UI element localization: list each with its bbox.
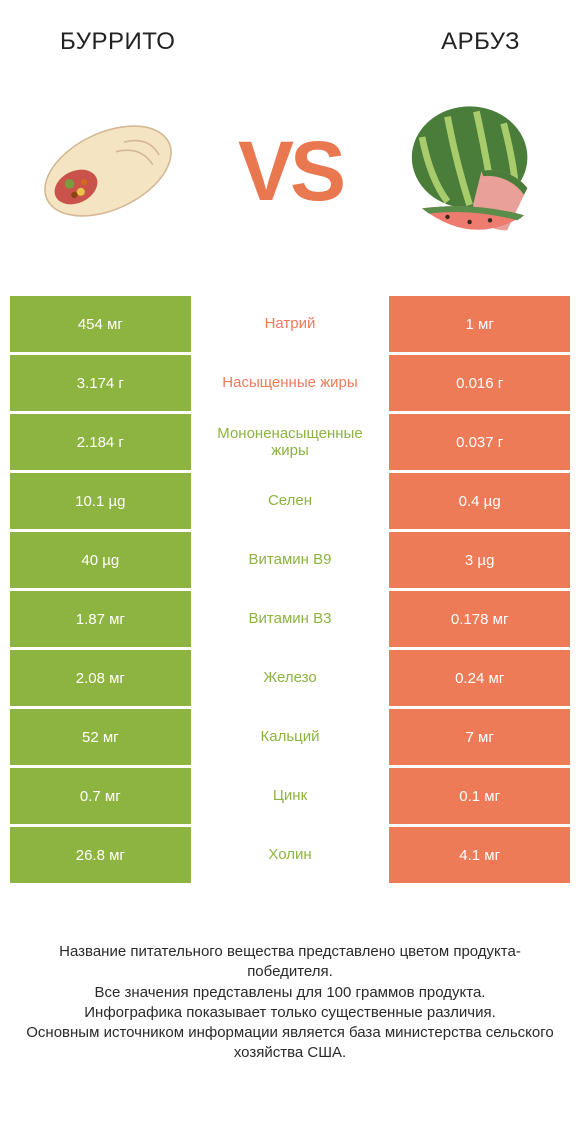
- right-value: 0.24 мг: [389, 650, 570, 706]
- right-value: 0.178 мг: [389, 591, 570, 647]
- nutrient-label: Кальций: [191, 709, 390, 765]
- header: БУРРИТО АРБУЗ: [0, 0, 580, 66]
- right-value: 3 µg: [389, 532, 570, 588]
- footer-notes: Название питательного вещества представл…: [0, 886, 580, 1064]
- images-row: VS: [0, 66, 580, 296]
- table-row: 26.8 мгХолин4.1 мг: [10, 827, 570, 883]
- right-value: 0.4 µg: [389, 473, 570, 529]
- table-row: 2.08 мгЖелезо0.24 мг: [10, 650, 570, 706]
- table-row: 1.87 мгВитамин B30.178 мг: [10, 591, 570, 647]
- left-value: 10.1 µg: [10, 473, 191, 529]
- right-value: 4.1 мг: [389, 827, 570, 883]
- left-value: 454 мг: [10, 296, 191, 352]
- table-row: 2.184 гМононенасыщенные жиры0.037 г: [10, 414, 570, 470]
- right-value: 0.1 мг: [389, 768, 570, 824]
- table-row: 52 мгКальций7 мг: [10, 709, 570, 765]
- left-value: 2.184 г: [10, 414, 191, 470]
- right-value: 0.037 г: [389, 414, 570, 470]
- nutrient-label: Витамин B9: [191, 532, 390, 588]
- comparison-table: 454 мгНатрий1 мг3.174 гНасыщенные жиры0.…: [0, 296, 580, 883]
- left-value: 2.08 мг: [10, 650, 191, 706]
- nutrient-label: Цинк: [191, 768, 390, 824]
- right-value: 1 мг: [389, 296, 570, 352]
- left-value: 3.174 г: [10, 355, 191, 411]
- nutrient-label: Железо: [191, 650, 390, 706]
- table-row: 454 мгНатрий1 мг: [10, 296, 570, 352]
- left-value: 0.7 мг: [10, 768, 191, 824]
- nutrient-label: Селен: [191, 473, 390, 529]
- nutrient-label: Витамин B3: [191, 591, 390, 647]
- burrito-icon: [20, 84, 195, 259]
- nutrient-label: Холин: [191, 827, 390, 883]
- footer-line: Инфографика показывает только существенн…: [24, 1003, 556, 1023]
- nutrient-label: Насыщенные жиры: [191, 355, 390, 411]
- watermelon-icon: [385, 84, 560, 259]
- right-food-title: АРБУЗ: [441, 28, 520, 56]
- table-row: 40 µgВитамин B93 µg: [10, 532, 570, 588]
- left-food-title: БУРРИТО: [60, 28, 175, 56]
- nutrient-label: Натрий: [191, 296, 390, 352]
- right-value: 7 мг: [389, 709, 570, 765]
- table-row: 0.7 мгЦинк0.1 мг: [10, 768, 570, 824]
- right-value: 0.016 г: [389, 355, 570, 411]
- nutrient-label: Мононенасыщенные жиры: [191, 414, 390, 470]
- vs-label: VS: [238, 123, 342, 220]
- footer-line: Название питательного вещества представл…: [24, 942, 556, 983]
- footer-line: Все значения представлены для 100 граммо…: [24, 983, 556, 1003]
- table-row: 3.174 гНасыщенные жиры0.016 г: [10, 355, 570, 411]
- left-value: 26.8 мг: [10, 827, 191, 883]
- left-value: 52 мг: [10, 709, 191, 765]
- left-value: 1.87 мг: [10, 591, 191, 647]
- left-value: 40 µg: [10, 532, 191, 588]
- table-row: 10.1 µgСелен0.4 µg: [10, 473, 570, 529]
- footer-line: Основным источником информации является …: [24, 1023, 556, 1064]
